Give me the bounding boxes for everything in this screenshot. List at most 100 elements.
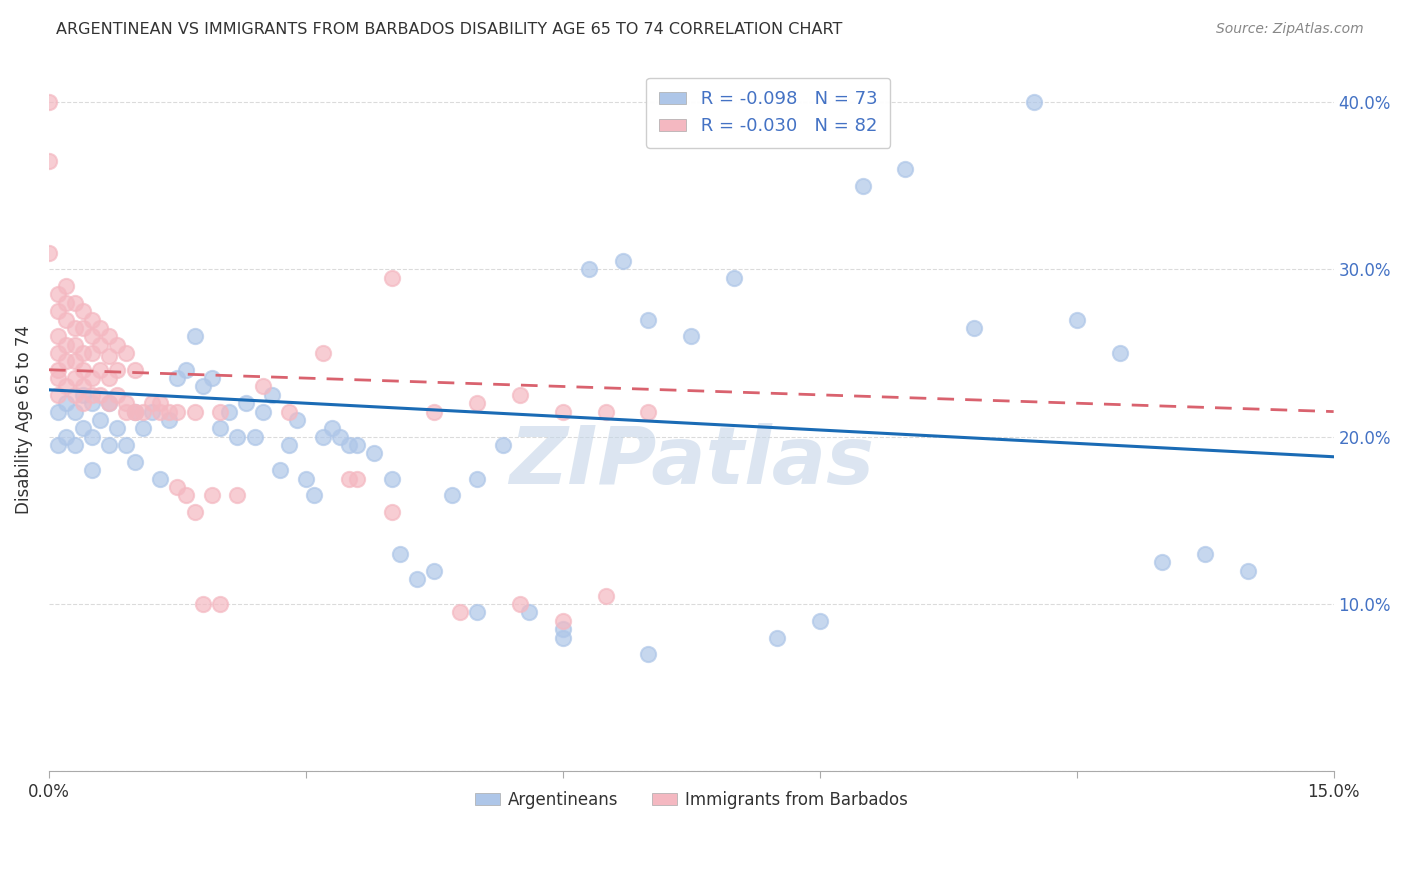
Point xyxy=(63,438,86,452)
Point xyxy=(723,270,745,285)
Point xyxy=(183,329,205,343)
Point xyxy=(595,404,617,418)
Point xyxy=(46,438,69,452)
Point xyxy=(97,396,120,410)
Point xyxy=(107,421,129,435)
Point xyxy=(226,488,249,502)
Point xyxy=(363,446,385,460)
Point xyxy=(46,371,69,385)
Point xyxy=(243,430,266,444)
Point xyxy=(89,413,111,427)
Point xyxy=(55,337,77,351)
Point xyxy=(46,329,69,343)
Point xyxy=(89,388,111,402)
Point xyxy=(191,379,214,393)
Y-axis label: Disability Age 65 to 74: Disability Age 65 to 74 xyxy=(15,326,32,515)
Point xyxy=(277,438,299,452)
Point xyxy=(89,363,111,377)
Point xyxy=(38,153,60,168)
Point xyxy=(63,404,86,418)
Point xyxy=(209,421,232,435)
Point xyxy=(124,455,146,469)
Point xyxy=(406,572,429,586)
Point xyxy=(46,346,69,360)
Point xyxy=(124,404,146,418)
Point xyxy=(449,606,471,620)
Point xyxy=(72,321,94,335)
Point xyxy=(337,471,360,485)
Point xyxy=(72,379,94,393)
Point xyxy=(380,471,402,485)
Point xyxy=(38,95,60,109)
Point xyxy=(578,262,600,277)
Point xyxy=(141,404,163,418)
Point xyxy=(97,329,120,343)
Point xyxy=(329,430,352,444)
Point xyxy=(38,245,60,260)
Point xyxy=(337,438,360,452)
Point xyxy=(1022,95,1045,109)
Point xyxy=(209,597,232,611)
Point xyxy=(235,396,257,410)
Point xyxy=(72,396,94,410)
Point xyxy=(124,404,146,418)
Point xyxy=(63,295,86,310)
Point xyxy=(46,388,69,402)
Point xyxy=(166,480,188,494)
Point xyxy=(509,388,531,402)
Point xyxy=(551,631,574,645)
Point xyxy=(72,304,94,318)
Point xyxy=(1237,564,1260,578)
Point xyxy=(46,363,69,377)
Point xyxy=(55,396,77,410)
Point xyxy=(423,404,446,418)
Point xyxy=(963,321,986,335)
Point xyxy=(346,471,368,485)
Point xyxy=(63,388,86,402)
Point xyxy=(295,471,318,485)
Point xyxy=(1066,312,1088,326)
Point xyxy=(766,631,789,645)
Point xyxy=(509,597,531,611)
Point xyxy=(63,371,86,385)
Point xyxy=(637,312,659,326)
Point xyxy=(132,421,155,435)
Point xyxy=(551,622,574,636)
Point xyxy=(389,547,412,561)
Point xyxy=(115,438,138,452)
Point xyxy=(97,350,120,364)
Point xyxy=(80,346,103,360)
Point xyxy=(97,438,120,452)
Point xyxy=(312,346,335,360)
Point xyxy=(55,295,77,310)
Point xyxy=(551,614,574,628)
Point xyxy=(894,161,917,176)
Point xyxy=(285,413,308,427)
Point xyxy=(46,404,69,418)
Point xyxy=(149,471,172,485)
Point xyxy=(80,329,103,343)
Point xyxy=(321,421,343,435)
Point xyxy=(115,346,138,360)
Point xyxy=(252,404,274,418)
Point xyxy=(637,647,659,661)
Point xyxy=(115,396,138,410)
Point xyxy=(1152,555,1174,569)
Point xyxy=(80,463,103,477)
Point xyxy=(55,354,77,368)
Point xyxy=(808,614,831,628)
Point xyxy=(72,388,94,402)
Point xyxy=(166,404,188,418)
Point xyxy=(346,438,368,452)
Point xyxy=(465,471,488,485)
Point xyxy=(174,488,197,502)
Point xyxy=(55,279,77,293)
Point xyxy=(260,388,283,402)
Text: Source: ZipAtlas.com: Source: ZipAtlas.com xyxy=(1216,22,1364,37)
Point xyxy=(201,488,224,502)
Point xyxy=(191,597,214,611)
Point xyxy=(115,404,138,418)
Point xyxy=(55,312,77,326)
Point xyxy=(132,404,155,418)
Point xyxy=(637,404,659,418)
